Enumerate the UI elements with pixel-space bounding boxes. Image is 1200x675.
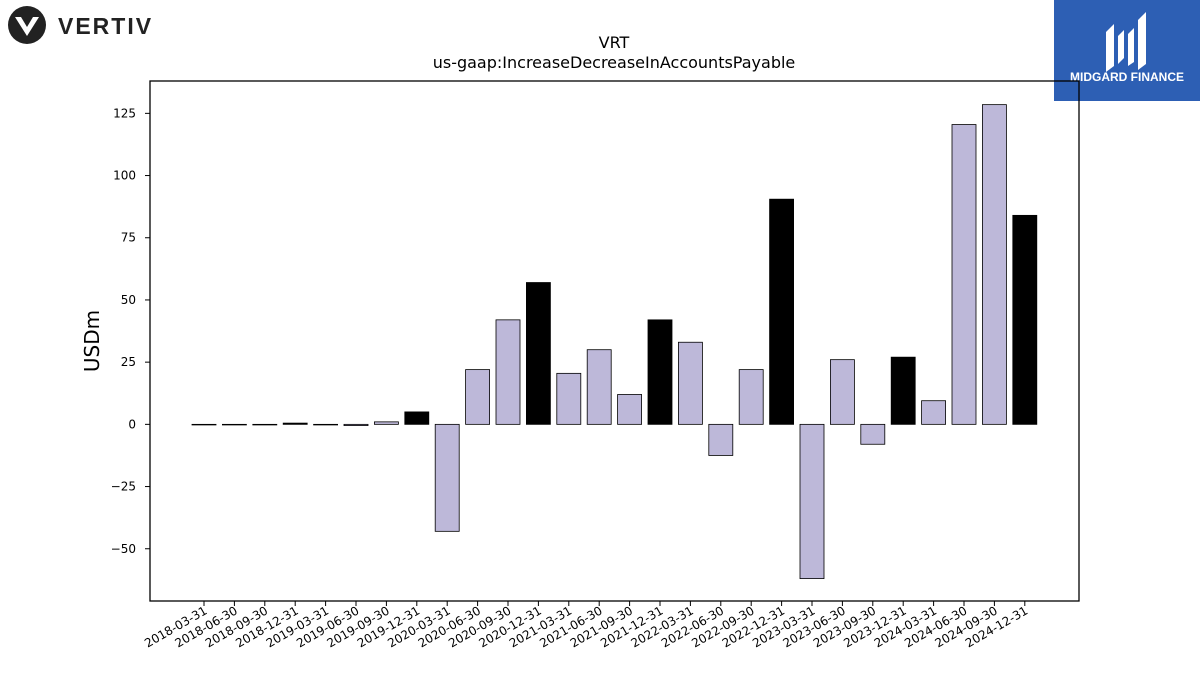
bar-2018-06-30 bbox=[221, 423, 247, 426]
bar-2018-12-31 bbox=[282, 422, 308, 425]
bar-2024-06-30 bbox=[951, 124, 977, 425]
bar-2023-09-30 bbox=[860, 423, 886, 445]
midgard-finance-logo: MIDGARD FINANCE bbox=[1054, 0, 1200, 101]
chart-title: VRT bbox=[599, 33, 630, 52]
bar-2018-09-30 bbox=[252, 423, 278, 426]
bar-2021-06-30 bbox=[586, 349, 612, 425]
bar-2019-09-30 bbox=[373, 421, 399, 425]
bar-2024-03-31 bbox=[921, 400, 946, 425]
chart-subtitle: us-gaap:IncreaseDecreaseInAccountsPayabl… bbox=[433, 53, 796, 72]
bar-2019-06-30 bbox=[343, 423, 369, 426]
y-axis-label: USDm bbox=[80, 310, 104, 372]
vertiv-wordmark: VERTIV bbox=[58, 13, 153, 39]
y-tick-label: 25 bbox=[121, 355, 136, 369]
vertiv-mark-icon bbox=[8, 6, 46, 44]
bar-2022-09-30 bbox=[738, 369, 764, 425]
bar-2023-03-31 bbox=[799, 423, 825, 580]
y-tick-label: 50 bbox=[121, 293, 136, 307]
bar-2021-03-31 bbox=[556, 372, 582, 425]
bar-2020-06-30 bbox=[465, 369, 491, 425]
y-tick-label: −50 bbox=[111, 542, 136, 556]
bar-2019-12-31 bbox=[404, 411, 430, 425]
vertiv-logo: VERTIV bbox=[8, 6, 153, 44]
bar-2022-03-31 bbox=[678, 341, 703, 425]
bar-2022-12-31 bbox=[769, 198, 794, 425]
y-tick-label: −25 bbox=[111, 480, 136, 494]
bar-2021-12-31 bbox=[647, 319, 673, 425]
bar-2023-06-30 bbox=[830, 359, 855, 425]
y-tick-label: 75 bbox=[121, 231, 136, 245]
bar-2020-03-31 bbox=[434, 423, 460, 532]
bar-2018-03-31 bbox=[191, 423, 217, 426]
y-tick-label: 0 bbox=[128, 417, 136, 431]
bar-2023-12-31 bbox=[890, 356, 916, 425]
bar-2024-09-30 bbox=[982, 104, 1007, 425]
midgard-wordmark: MIDGARD FINANCE bbox=[1070, 70, 1184, 84]
bar-2020-09-30 bbox=[495, 319, 521, 425]
bar-2022-06-30 bbox=[708, 423, 734, 456]
y-tick-label: 125 bbox=[113, 106, 136, 120]
plot-frame bbox=[149, 80, 1080, 602]
bar-2024-12-31 bbox=[1012, 214, 1038, 425]
bar-2021-09-30 bbox=[617, 394, 642, 425]
bar-2020-12-31 bbox=[526, 282, 551, 425]
bar-2019-03-31 bbox=[313, 423, 339, 426]
midgard-mark-icon bbox=[1106, 12, 1146, 72]
y-tick-label: 100 bbox=[113, 169, 136, 183]
